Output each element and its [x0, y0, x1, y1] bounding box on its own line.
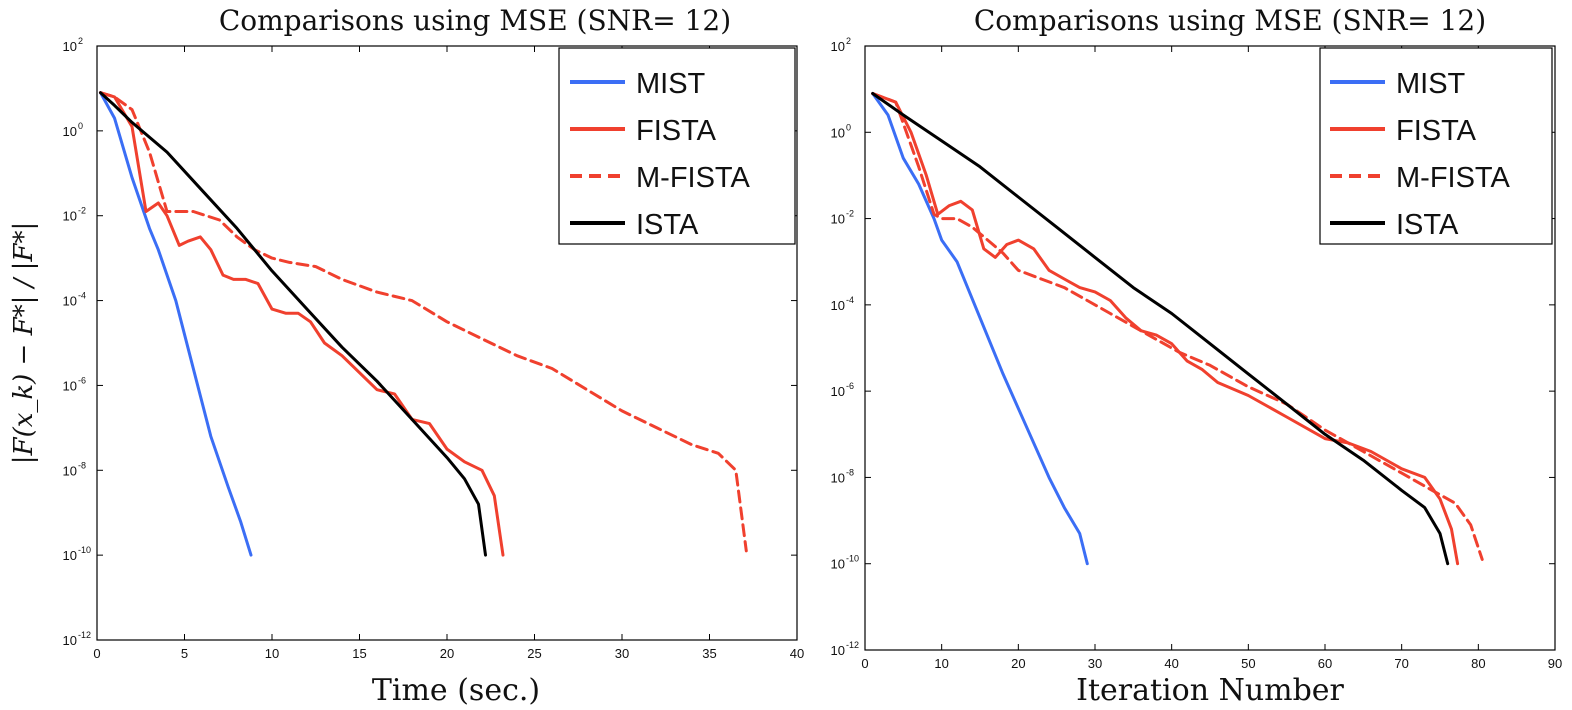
- y-tick-label: 10: [831, 384, 845, 399]
- legend-label-mist: MIST: [636, 68, 706, 100]
- legend-label-m-fista: M-FISTA: [636, 162, 750, 194]
- y-tick-label: 10: [831, 125, 845, 140]
- chart-title: Comparisons using MSE (SNR= 12): [219, 4, 731, 37]
- y-tick-exponent: -8: [846, 467, 854, 477]
- legend-label-m-fista: M-FISTA: [1396, 162, 1510, 194]
- x-tick-label: 15: [352, 646, 366, 661]
- legend-label-fista: FISTA: [636, 115, 717, 147]
- x-axis-label: Time (sec.): [372, 673, 540, 708]
- y-tick-exponent: 2: [846, 36, 851, 46]
- x-tick-label: 50: [1241, 656, 1255, 671]
- y-tick-exponent: -12: [846, 640, 859, 650]
- x-tick-label: 5: [181, 646, 188, 661]
- x-tick-label: 60: [1318, 656, 1332, 671]
- x-ticks: 0 5 10 15 20 25 30 35 40: [93, 46, 804, 661]
- y-tick-label: 10: [831, 643, 845, 658]
- x-tick-label: 30: [615, 646, 629, 661]
- x-tick-label: 10: [265, 646, 279, 661]
- x-tick-label: 0: [93, 646, 100, 661]
- series-line-m-fista: [99, 91, 748, 553]
- x-tick-label: 80: [1471, 656, 1485, 671]
- y-tick-exponent: 0: [78, 121, 83, 131]
- x-tick-label: 30: [1088, 656, 1102, 671]
- legend-label-mist: MIST: [1396, 68, 1466, 100]
- series-lines: [871, 92, 1484, 566]
- y-tick-exponent: -12: [78, 630, 91, 640]
- x-tick-label: 20: [1011, 656, 1025, 671]
- y-tick-exponent: 2: [78, 36, 83, 46]
- y-tick-label: 10: [63, 548, 77, 563]
- y-tick-exponent: -2: [846, 209, 854, 219]
- series-line-ista: [871, 92, 1450, 566]
- y-tick-exponent: -4: [846, 295, 854, 305]
- y-tick-exponent: -10: [78, 545, 91, 555]
- x-tick-label: 40: [1164, 656, 1178, 671]
- series-line-mist: [99, 91, 253, 557]
- x-tick-label: 90: [1548, 656, 1562, 671]
- x-tick-label: 25: [527, 646, 541, 661]
- legend-label-ista: ISTA: [1396, 209, 1459, 241]
- y-tick-label: 10: [63, 633, 77, 648]
- legend-label-fista: FISTA: [1396, 115, 1477, 147]
- y-tick-label: 10: [63, 378, 77, 393]
- legend: MIST FISTA M-FISTA ISTA: [558, 47, 796, 245]
- y-tick-label: 10: [831, 557, 845, 572]
- series-line-m-fista: [871, 92, 1484, 561]
- x-tick-label: 70: [1394, 656, 1408, 671]
- y-tick-label: 10: [63, 209, 77, 224]
- y-tick-exponent: -6: [846, 381, 854, 391]
- x-axis-label: Iteration Number: [1076, 673, 1344, 708]
- y-tick-label: 10: [831, 39, 845, 54]
- legend-label-ista: ISTA: [636, 209, 699, 241]
- series-line-ista: [99, 91, 487, 557]
- x-tick-label: 40: [790, 646, 804, 661]
- series-lines: [99, 91, 748, 557]
- y-tick-label: 10: [831, 298, 845, 313]
- y-tick-label: 10: [63, 294, 77, 309]
- y-tick-exponent: 0: [846, 122, 851, 132]
- y-tick-exponent: -10: [846, 554, 859, 564]
- y-tick-exponent: -6: [78, 375, 86, 385]
- y-tick-exponent: -2: [78, 206, 86, 216]
- series-line-fista: [99, 91, 505, 557]
- y-tick-label: 10: [831, 470, 845, 485]
- y-tick-label: 10: [63, 124, 77, 139]
- legend: MIST FISTA M-FISTA ISTA: [1319, 47, 1553, 245]
- chart-time: Comparisons using MSE (SNR= 12) 0 5 10 15 20…: [9, 4, 804, 708]
- x-tick-label: 20: [440, 646, 454, 661]
- y-axis-label: |F(x_k) − F*| / |F*|: [9, 222, 39, 464]
- x-tick-label: 0: [861, 656, 868, 671]
- y-tick-label: 10: [63, 39, 77, 54]
- x-ticks: 0 10 20 30 40 50 60 70 80 90: [861, 46, 1562, 671]
- chart-title: Comparisons using MSE (SNR= 12): [974, 4, 1486, 37]
- x-tick-label: 10: [934, 656, 948, 671]
- y-tick-exponent: -8: [78, 460, 86, 470]
- y-tick-exponent: -4: [78, 291, 86, 301]
- chart-iteration: Comparisons using MSE (SNR= 12) 0 10 20 30 4…: [831, 4, 1563, 708]
- y-tick-label: 10: [831, 212, 845, 227]
- series-line-mist: [871, 92, 1089, 566]
- x-tick-label: 35: [702, 646, 716, 661]
- y-tick-label: 10: [63, 463, 77, 478]
- legend-box: [558, 47, 796, 245]
